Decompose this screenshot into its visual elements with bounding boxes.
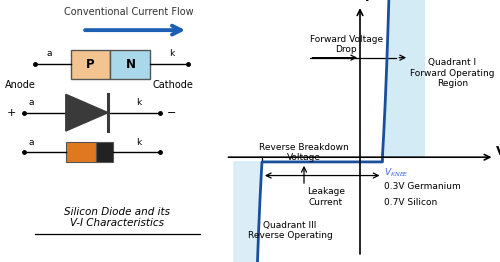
Polygon shape — [66, 94, 108, 131]
Text: Conventional Current Flow: Conventional Current Flow — [64, 7, 194, 17]
Text: a: a — [46, 50, 52, 58]
Text: Cathode: Cathode — [153, 80, 194, 90]
Text: k: k — [136, 138, 141, 147]
Text: Quadrant III
Reverse Operating: Quadrant III Reverse Operating — [248, 221, 332, 240]
Text: P: P — [86, 58, 95, 71]
Text: Quadrant I
Forward Operating
Region: Quadrant I Forward Operating Region — [410, 58, 494, 88]
Text: 0.7V Silicon: 0.7V Silicon — [384, 198, 437, 207]
Text: +: + — [7, 108, 16, 118]
Text: Leakage
Current: Leakage Current — [307, 187, 345, 207]
Bar — [70, 50, 110, 79]
Text: Anode: Anode — [4, 80, 36, 90]
Text: $V_{KNEE}$: $V_{KNEE}$ — [384, 166, 409, 179]
Text: a: a — [29, 99, 34, 107]
Text: k: k — [136, 99, 141, 107]
Polygon shape — [382, 0, 424, 157]
Text: 0.3V Germanium: 0.3V Germanium — [384, 182, 460, 191]
Text: I: I — [365, 0, 370, 4]
Bar — [110, 50, 150, 79]
Text: N: N — [126, 58, 136, 71]
Text: V: V — [496, 145, 500, 157]
Text: Forward Voltage
Drop: Forward Voltage Drop — [310, 35, 382, 54]
Text: −: − — [167, 108, 176, 118]
Bar — [96, 142, 113, 162]
Text: a: a — [29, 138, 34, 147]
Text: k: k — [169, 50, 174, 58]
Text: Reverse Breakdown
Voltage: Reverse Breakdown Voltage — [259, 143, 349, 162]
Polygon shape — [234, 162, 262, 262]
Bar — [66, 142, 96, 162]
Text: Silicon Diode and its
V-I Characteristics: Silicon Diode and its V-I Characteristic… — [64, 207, 170, 228]
